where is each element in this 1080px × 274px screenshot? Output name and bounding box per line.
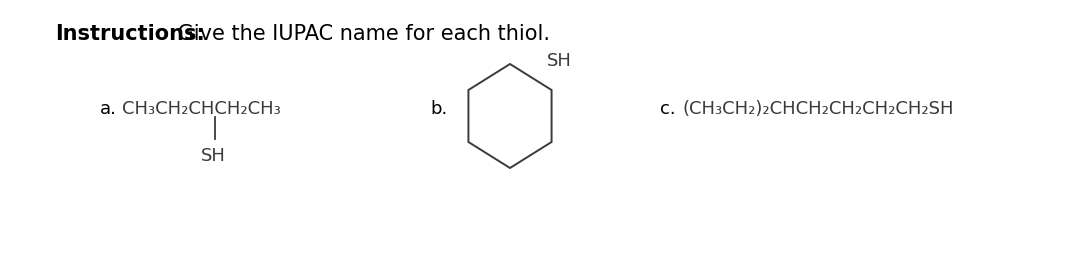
Text: CH₃CH₂CHCH₂CH₃: CH₃CH₂CHCH₂CH₃ [122, 100, 281, 118]
Text: Instructions:: Instructions: [55, 24, 205, 44]
Text: c.: c. [660, 100, 676, 118]
Text: SH: SH [201, 147, 226, 165]
Text: a.: a. [100, 100, 117, 118]
Text: b.: b. [430, 100, 447, 118]
Text: Give the IUPAC name for each thiol.: Give the IUPAC name for each thiol. [171, 24, 550, 44]
Text: (CH₃CH₂)₂CHCH₂CH₂CH₂CH₂SH: (CH₃CH₂)₂CHCH₂CH₂CH₂CH₂SH [683, 100, 955, 118]
Text: SH: SH [546, 52, 571, 70]
